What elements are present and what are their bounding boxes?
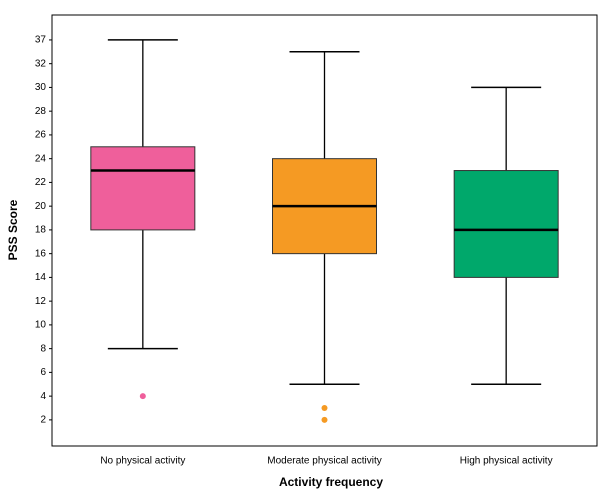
outlier xyxy=(321,405,328,412)
y-tick-label: 24 xyxy=(35,153,47,164)
y-tick-label: 10 xyxy=(35,320,47,331)
y-tick-label: 20 xyxy=(35,201,47,212)
y-tick-label: 12 xyxy=(35,296,47,307)
y-tick-label: 32 xyxy=(35,58,47,69)
outlier xyxy=(139,393,146,400)
box xyxy=(453,170,559,278)
y-tick-label: 4 xyxy=(40,391,46,402)
plot-frame xyxy=(51,14,598,447)
y-tick-label: 18 xyxy=(35,225,47,236)
box xyxy=(90,146,196,231)
x-tick-label: No physical activity xyxy=(100,456,185,467)
x-axis-label: Activity frequency xyxy=(279,475,383,489)
y-tick-label: 6 xyxy=(40,367,46,378)
y-tick-label: 8 xyxy=(40,343,46,354)
y-tick-label: 22 xyxy=(35,177,47,188)
x-tick-label: High physical activity xyxy=(460,456,553,467)
y-tick-label: 28 xyxy=(35,106,47,117)
y-tick-label: 14 xyxy=(35,272,47,283)
y-axis-label: PSS Score xyxy=(6,199,20,260)
y-tick-label: 26 xyxy=(35,130,47,141)
y-tick-label: 16 xyxy=(35,248,47,259)
y-tick-label: 30 xyxy=(35,82,47,93)
outlier xyxy=(321,416,328,423)
y-tick-label: 2 xyxy=(40,415,46,426)
x-tick-label: Moderate physical activity xyxy=(267,456,382,467)
y-tick-label: 37 xyxy=(35,35,47,46)
